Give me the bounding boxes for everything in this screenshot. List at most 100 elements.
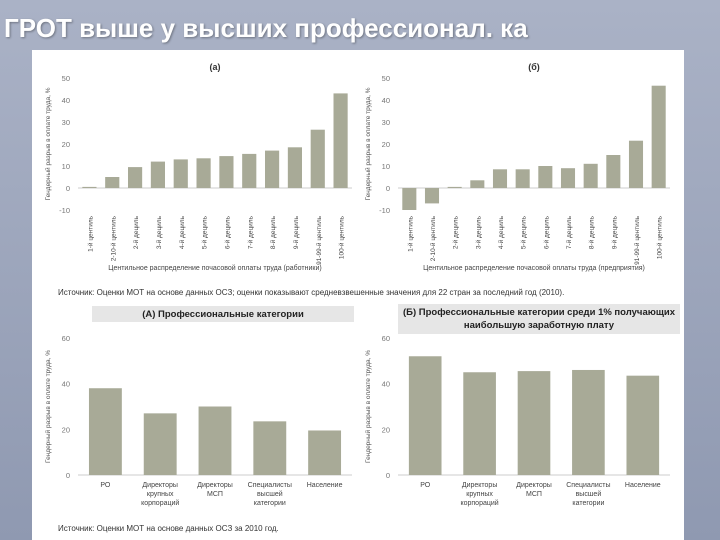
bar bbox=[173, 159, 188, 188]
x-tick-label: 8-й дециль bbox=[269, 215, 277, 249]
header-bottom-right: (Б) Профессиональные категории среди 1% … bbox=[398, 304, 680, 334]
x-tick-label: 1-й центиль bbox=[86, 215, 94, 251]
bar bbox=[517, 371, 551, 475]
x-tick-label: высшей bbox=[576, 490, 602, 498]
bar bbox=[196, 158, 211, 188]
y-tick-label: 0 bbox=[386, 471, 390, 480]
y-tick-label: 50 bbox=[382, 74, 390, 83]
y-tick-label: 20 bbox=[382, 425, 390, 434]
bar bbox=[408, 356, 442, 475]
x-tick-label: 2-й дециль bbox=[452, 215, 460, 249]
x-tick-label: Население bbox=[625, 482, 661, 489]
x-tick-label: 2-10-й центиль bbox=[429, 215, 437, 261]
bar bbox=[143, 413, 177, 475]
bar bbox=[626, 375, 660, 475]
y-axis-label: Гендерный разрыв в оплате труда, % bbox=[364, 350, 372, 463]
x-tick-label: МСП bbox=[526, 491, 542, 498]
bar bbox=[560, 168, 576, 188]
y-axis-label: Гендерный разрыв в оплате труда, % bbox=[364, 87, 372, 200]
x-tick-label: высшей bbox=[257, 490, 283, 498]
x-tick-label: 2-10-й центиль bbox=[109, 215, 117, 261]
bar bbox=[463, 372, 496, 475]
y-axis-label: Гендерный разрыв в оплате труда, % bbox=[44, 87, 52, 200]
bar bbox=[572, 369, 605, 475]
y-tick-label: 40 bbox=[382, 96, 390, 105]
chart-title: (б) bbox=[528, 62, 540, 72]
x-tick-label: Директоры bbox=[142, 482, 178, 489]
y-tick-label: 20 bbox=[62, 425, 70, 434]
slide-title: ГРОТ выше у высших профессионал. ка bbox=[4, 13, 528, 43]
x-tick-label: крупных bbox=[147, 491, 174, 498]
y-axis-label: Гендерный разрыв в оплате труда, % bbox=[44, 350, 52, 463]
x-tick-label: 2-й дециль bbox=[132, 215, 140, 249]
x-tick-label: 5-й дециль bbox=[201, 215, 209, 249]
bar bbox=[308, 430, 342, 475]
x-tick-label: Население bbox=[307, 482, 343, 489]
x-tick-label: 91-99-й центиль bbox=[633, 215, 641, 264]
y-tick-label: 30 bbox=[382, 118, 390, 127]
x-tick-label: 3-й дециль bbox=[474, 215, 482, 249]
x-tick-label: 100-й центиль bbox=[338, 215, 346, 259]
source-top: Источник: Оценки МОТ на основе данных ОС… bbox=[58, 288, 565, 297]
x-tick-label: Директоры bbox=[516, 482, 552, 489]
y-tick-label: 40 bbox=[62, 96, 70, 105]
x-tick-label: крупных bbox=[466, 491, 493, 498]
bar bbox=[628, 140, 644, 188]
y-tick-label: 10 bbox=[62, 162, 70, 171]
bar bbox=[447, 186, 462, 188]
bar bbox=[242, 153, 257, 188]
x-tick-label: Директоры bbox=[462, 482, 498, 489]
bar bbox=[287, 147, 302, 188]
y-tick-label: 0 bbox=[386, 184, 390, 193]
y-tick-label: 30 bbox=[62, 118, 70, 127]
y-tick-label: 40 bbox=[62, 380, 70, 389]
x-tick-label: 5-й дециль bbox=[520, 215, 528, 249]
chart-title: (а) bbox=[210, 62, 221, 72]
bar bbox=[583, 163, 598, 188]
bar bbox=[606, 155, 621, 188]
x-tick-label: 100-й центиль bbox=[656, 215, 664, 259]
bar bbox=[424, 188, 440, 204]
y-tick-label: -10 bbox=[59, 206, 70, 215]
x-tick-label: 9-й дециль bbox=[292, 215, 300, 249]
x-tick-label: категории bbox=[254, 500, 286, 507]
bar bbox=[198, 406, 232, 475]
bar bbox=[538, 166, 553, 188]
x-tick-label: 8-й дециль bbox=[588, 215, 596, 249]
x-axis-label: Центильное распределение почасовой оплат… bbox=[423, 264, 645, 272]
x-tick-label: 7-й дециль bbox=[246, 215, 254, 249]
bar bbox=[150, 161, 165, 188]
bar bbox=[492, 169, 508, 188]
x-tick-label: 6-й дециль bbox=[542, 215, 550, 249]
y-tick-label: 60 bbox=[382, 334, 390, 343]
bar bbox=[253, 421, 287, 475]
y-tick-label: 10 bbox=[382, 162, 390, 171]
x-tick-label: 9-й дециль bbox=[610, 215, 618, 249]
x-tick-label: категории bbox=[572, 500, 604, 507]
x-tick-label: 4-й дециль bbox=[178, 215, 186, 249]
x-tick-label: 91-99-й центиль bbox=[315, 215, 323, 264]
x-tick-label: МСП bbox=[207, 491, 223, 498]
x-tick-label: 1-й центиль bbox=[406, 215, 414, 251]
bar bbox=[105, 177, 120, 188]
bar bbox=[265, 150, 280, 188]
y-tick-label: -10 bbox=[379, 206, 390, 215]
x-tick-label: 6-й дециль bbox=[223, 215, 231, 249]
x-tick-label: корпораций bbox=[460, 499, 498, 507]
x-tick-label: Директоры bbox=[197, 482, 233, 489]
source-bottom: Источник: Оценки МОТ на основе данных ОС… bbox=[58, 524, 279, 533]
bar bbox=[310, 129, 325, 188]
bar bbox=[515, 169, 530, 188]
bar bbox=[470, 180, 485, 188]
bar bbox=[651, 85, 666, 188]
bar bbox=[219, 156, 234, 188]
x-axis-label: Центильное распределение почасовой оплат… bbox=[108, 264, 321, 272]
header-bottom-left: (А) Профессиональные категории bbox=[92, 306, 354, 322]
y-tick-label: 40 bbox=[382, 380, 390, 389]
x-tick-label: Специалисты bbox=[248, 482, 292, 489]
x-tick-label: корпораций bbox=[141, 499, 179, 507]
bar bbox=[333, 93, 348, 188]
x-tick-label: РО bbox=[100, 482, 111, 489]
x-tick-label: РО bbox=[420, 482, 431, 489]
